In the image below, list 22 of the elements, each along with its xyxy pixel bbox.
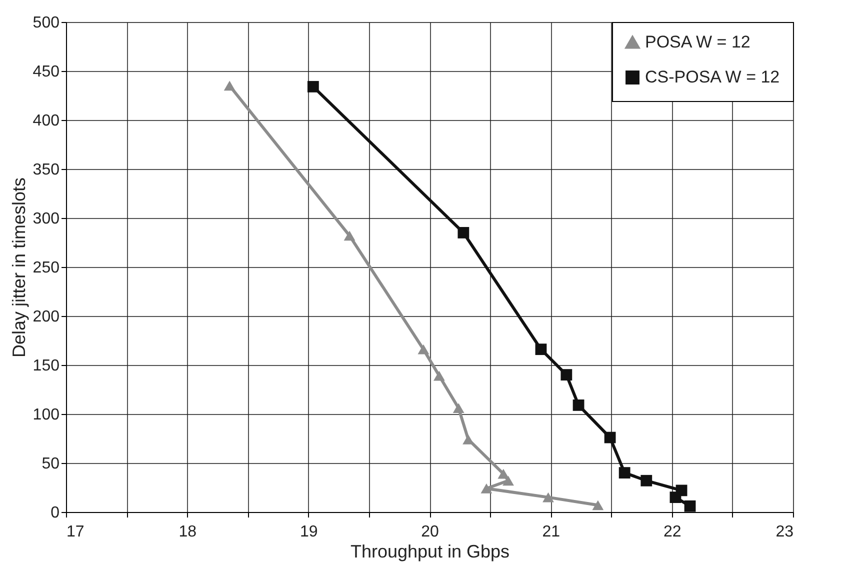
x-tick-label: 18 bbox=[178, 524, 197, 540]
x-tick-label: 23 bbox=[776, 524, 794, 540]
y-tick-label: 150 bbox=[32, 358, 60, 374]
x-tick-label: 17 bbox=[66, 524, 84, 540]
y-tick-label: 250 bbox=[32, 260, 60, 276]
y-tick-label: 200 bbox=[32, 308, 60, 326]
y-tick-label: 400 bbox=[32, 112, 60, 130]
x-axis-title: Throughput in Gbps bbox=[350, 542, 510, 562]
y-tick-label: 50 bbox=[42, 456, 60, 472]
y-tick-label: 100 bbox=[32, 406, 60, 424]
y-tick-label: 350 bbox=[32, 162, 60, 178]
legend-label: CS-POSA W = 12 bbox=[645, 68, 780, 86]
y-tick-label: 450 bbox=[32, 64, 60, 80]
y-tick-label: 0 bbox=[50, 504, 60, 522]
x-tick-label: 20 bbox=[421, 524, 439, 540]
x-tick-label: 21 bbox=[542, 524, 560, 540]
y-axis-title: Delay jitter in timeslots bbox=[8, 177, 29, 358]
legend-label: POSA W = 12 bbox=[645, 32, 750, 52]
y-tick-label: 500 bbox=[32, 14, 60, 32]
x-tick-label: 22 bbox=[663, 524, 682, 540]
x-tick-label: 19 bbox=[300, 524, 318, 540]
y-tick-label: 300 bbox=[32, 210, 60, 228]
